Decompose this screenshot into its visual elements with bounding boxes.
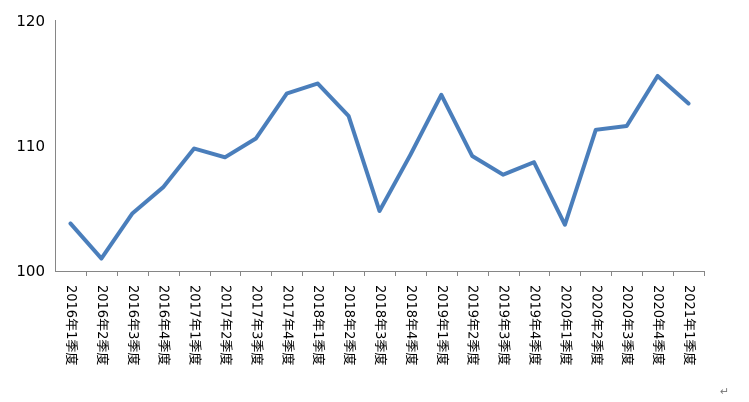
x-tick-label: 2021年1季度	[681, 285, 697, 365]
y-axis-ticks: 100 110 120	[16, 12, 45, 280]
x-axis-ticks: 2016年1季度 2016年2季度 2016年3季度 2016年4季度 2017年1季度…	[63, 271, 705, 365]
x-tick-label: 2020年1季度	[557, 285, 573, 365]
x-tick-label: 2016年1季度	[63, 285, 79, 365]
x-tick-label: 2019年3季度	[496, 285, 512, 365]
x-tick-label: 2016年4季度	[156, 285, 172, 365]
x-tick-label: 2016年3季度	[125, 285, 141, 365]
x-tick-label: 2019年2季度	[465, 285, 481, 365]
x-tick-label: 2020年3季度	[619, 285, 635, 365]
x-tick-label: 2018年2季度	[341, 285, 357, 365]
x-tick-label: 2019年1季度	[434, 285, 450, 365]
x-tick-label: 2017年3季度	[248, 285, 264, 365]
y-tick-label: 100	[16, 262, 45, 280]
x-tick-label: 2018年1季度	[310, 285, 326, 365]
paragraph-return-mark: ↵	[719, 385, 729, 398]
x-tick-label: 2020年2季度	[588, 285, 604, 365]
y-tick-label: 120	[16, 12, 45, 30]
x-tick-label: 2017年2季度	[217, 285, 233, 365]
x-tick-label: 2018年4季度	[403, 285, 419, 365]
series-line	[68, 74, 691, 261]
x-tick-label: 2017年4季度	[279, 285, 295, 365]
y-tick-label: 110	[16, 137, 45, 155]
x-tick-label: 2019年4季度	[527, 285, 543, 365]
x-tick-label: 2018年3季度	[372, 285, 388, 365]
x-tick-label: 2020年4季度	[650, 285, 666, 365]
x-tick-label: 2016年2季度	[94, 285, 110, 365]
x-tick-label: 2017年1季度	[187, 285, 203, 365]
